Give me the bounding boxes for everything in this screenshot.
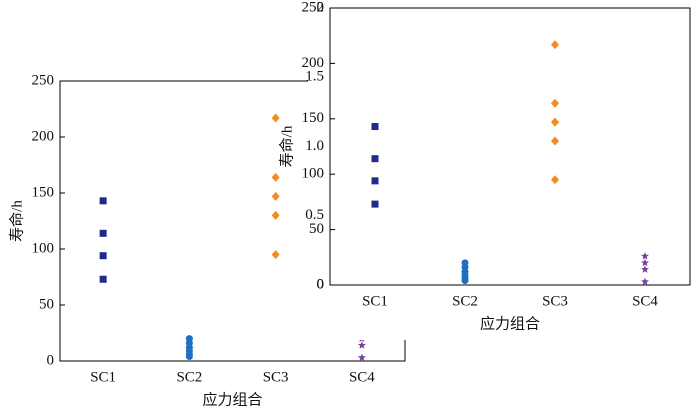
x-tick-label: SC2	[452, 293, 478, 309]
y-tick-label: 250	[302, 0, 325, 15]
marker-square	[99, 197, 107, 205]
y-tick-label: 0	[317, 276, 325, 292]
y2-tick-label: 1.0	[305, 138, 324, 154]
marker-diamond	[271, 250, 280, 260]
marker-diamond	[551, 98, 559, 108]
marker-circle	[185, 353, 193, 361]
y2-tick-label: 1.5	[305, 69, 324, 85]
marker-diamond	[551, 117, 559, 127]
marker-square	[99, 252, 107, 260]
marker-diamond	[551, 175, 559, 185]
marker-diamond	[551, 40, 559, 50]
marker-star	[641, 265, 649, 273]
x-tick-label: SC4	[632, 293, 658, 309]
y-tick-label: 200	[32, 128, 55, 144]
marker-circle	[461, 277, 469, 285]
marker-square	[371, 177, 379, 185]
x-axis-label: 应力组合	[480, 314, 540, 332]
y-tick-label: 200	[302, 55, 325, 71]
x-tick-label: SC1	[362, 293, 388, 309]
marker-star	[357, 341, 366, 349]
y-tick-label: 50	[309, 221, 324, 237]
marker-square	[371, 200, 379, 208]
y-tick-label: 250	[32, 72, 55, 88]
panel-background	[308, 0, 700, 340]
y-tick-label: 0	[47, 352, 55, 368]
x-axis-label: 应力组合	[202, 390, 262, 408]
x-tick-label: SC1	[90, 369, 116, 385]
marker-star	[641, 251, 649, 260]
plot-frame	[329, 7, 691, 286]
y-tick-label: 100	[302, 166, 325, 182]
marker-square	[371, 123, 379, 131]
marker-diamond	[271, 172, 280, 182]
marker-star	[357, 353, 366, 362]
marker-square	[371, 155, 379, 163]
y-axis-label: 寿命/h	[7, 200, 25, 242]
marker-star	[641, 277, 649, 286]
y2-tick-label: 0	[317, 276, 325, 292]
marker-diamond	[551, 136, 559, 146]
marker-square	[99, 229, 107, 237]
y-axis-label: 寿命/h	[277, 125, 295, 167]
chart-panel: 0 50 100 150 200 250 SC1 SC2 SC3 SC4 应力组合 寿命/h	[7, 72, 406, 408]
x-tick-label: SC3	[263, 369, 289, 385]
y2-tick-label: 0.5	[305, 207, 324, 223]
marker-diamond	[271, 113, 280, 123]
y2-tick-label: 2	[317, 0, 325, 15]
marker-diamond	[271, 210, 280, 220]
x-tick-label: SC2	[176, 369, 202, 385]
y-tick-label: 100	[32, 240, 55, 256]
y-tick-label: 150	[32, 184, 55, 200]
x-tick-label: SC3	[542, 293, 568, 309]
marker-diamond	[271, 191, 280, 201]
x-tick-label: SC4	[349, 369, 375, 385]
y-tick-label: 150	[302, 110, 325, 126]
y-tick-label: 50	[39, 296, 54, 312]
marker-square	[99, 275, 107, 283]
marker-star	[641, 258, 649, 267]
